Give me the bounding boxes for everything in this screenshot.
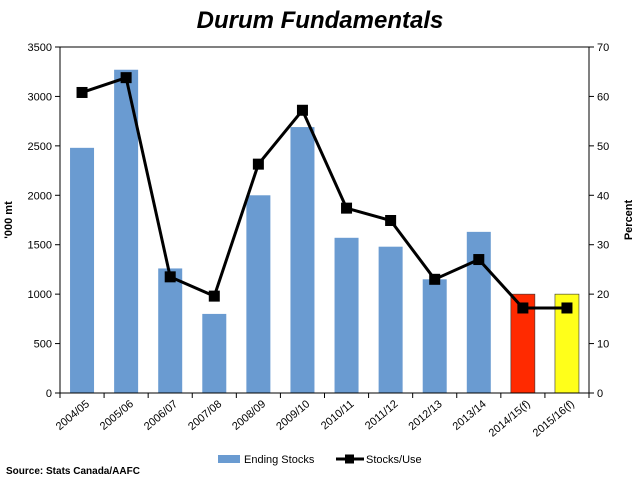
marker-stocks-use-2012/13 [429, 273, 441, 285]
legend-label-stocks-use: Stocks/Use [366, 454, 422, 466]
marker-stocks-use-2004/05 [76, 86, 88, 98]
bar-2006/07 [158, 268, 183, 393]
x-tick-label: 2006/07 [142, 398, 180, 433]
y-tick-label: 1000 [28, 289, 52, 301]
bar-2008/09 [246, 195, 271, 393]
bar-2007/08 [202, 313, 227, 393]
y-tick-label: 3500 [28, 42, 52, 54]
y2-tick-label: 40 [597, 190, 609, 202]
marker-stocks-use-2013/14 [473, 254, 485, 266]
marker-stocks-use-2005/06 [120, 72, 132, 84]
bar-2005/06 [114, 69, 139, 393]
bar-2010/11 [334, 237, 359, 393]
y2-tick-label: 10 [597, 339, 609, 351]
marker-stocks-use-2014/15(f) [517, 302, 529, 314]
x-tick-label: 2014/15(f) [487, 398, 533, 439]
y-tick-label: 2000 [28, 190, 52, 202]
y2-tick-label: 70 [597, 42, 609, 54]
line-stocks-use [81, 76, 567, 310]
y-axis-label: '000 mt [3, 201, 15, 239]
y-tick-label: 2500 [28, 141, 52, 153]
y-tick-label: 3000 [28, 91, 52, 103]
marker-stocks-use-2015/16(f) [561, 302, 573, 314]
x-tick-label: 2011/12 [363, 398, 401, 432]
marker-stocks-use-2009/10 [296, 104, 308, 116]
y2-axis-label: Percent [623, 199, 635, 240]
marker-stocks-use-2011/12 [385, 214, 397, 226]
source-note: Source: Stats Canada/AAFC [6, 466, 140, 477]
x-tick-label: 2012/13 [406, 398, 444, 433]
y2-tick-label: 30 [597, 240, 609, 252]
legend-label-ending-stocks: Ending Stocks [244, 454, 315, 466]
y-tick-label: 1500 [28, 240, 52, 252]
bar-2004/05 [70, 147, 95, 393]
x-tick-label: 2004/05 [54, 398, 92, 433]
marker-stocks-use-2010/11 [341, 202, 353, 214]
bar-2012/13 [422, 279, 447, 393]
legend: Ending Stocks Stocks/Use [218, 454, 422, 466]
x-tick-label: 2013/14 [451, 398, 489, 433]
x-tick-label: 2005/06 [98, 398, 136, 433]
x-tick-label: 2010/11 [319, 398, 357, 432]
legend-marker-stocks-use [345, 454, 354, 464]
marker-stocks-use-2008/09 [252, 158, 264, 170]
plot-frame [59, 46, 590, 394]
x-tick-label: 2015/16(f) [531, 398, 577, 439]
y-tick-label: 0 [46, 388, 52, 400]
y2-tick-label: 20 [597, 289, 609, 301]
y2-tick-label: 60 [597, 91, 609, 103]
marker-stocks-use-2007/08 [208, 290, 220, 302]
y-tick-label: 500 [34, 339, 52, 351]
x-tick-label: 2009/10 [274, 398, 312, 433]
legend-swatch-ending-stocks [218, 455, 240, 463]
y2-tick-label: 50 [597, 141, 609, 153]
bar-2009/10 [290, 127, 315, 394]
marker-stocks-use-2006/07 [164, 271, 176, 283]
y2-tick-label: 0 [597, 388, 603, 400]
bar-2011/12 [378, 246, 403, 393]
x-tick-label: 2007/08 [186, 398, 224, 433]
plot-area: 0 500 1000 1500 2000 2500 3000 3500 0 10 20 30 40 50 6… [28, 42, 610, 440]
chart-title: Durum Fundamentals [197, 7, 444, 34]
x-tick-label: 2008/09 [230, 398, 268, 433]
